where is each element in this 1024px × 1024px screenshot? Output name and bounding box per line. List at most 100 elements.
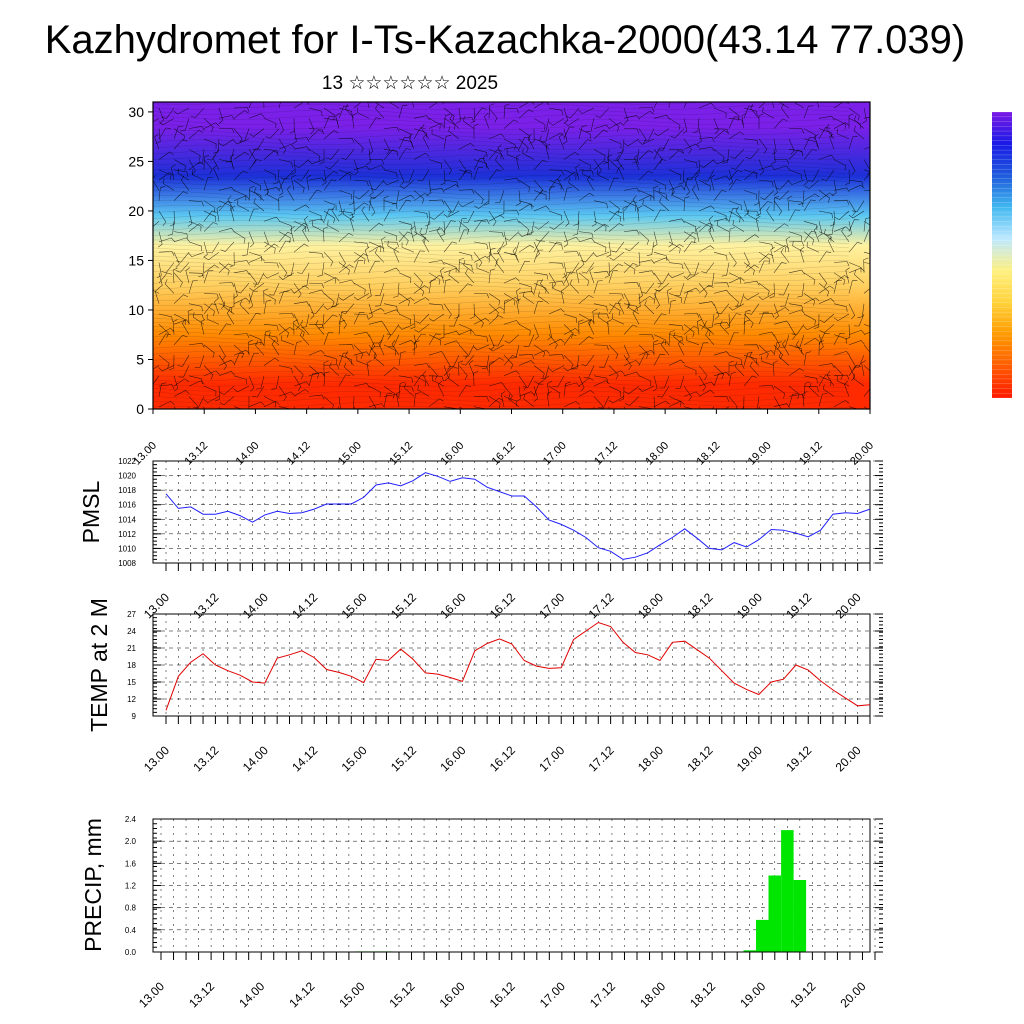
wind-barb	[323, 303, 340, 310]
wind-barb	[713, 189, 727, 201]
wind-barb	[443, 365, 449, 382]
wind-barb	[233, 283, 238, 299]
wind-barb	[302, 226, 310, 243]
wind-barb	[293, 282, 302, 299]
wind-barb	[833, 199, 850, 205]
wind-barb	[668, 334, 684, 342]
wind-barb	[702, 169, 715, 182]
wind-barb	[518, 391, 535, 397]
wind-barb	[413, 282, 425, 297]
wind-barb	[488, 268, 496, 284]
wind-barb	[286, 185, 295, 201]
wind-barb	[488, 231, 504, 238]
wind-barb	[758, 331, 775, 337]
wind-barb	[218, 107, 224, 124]
wind-barb	[713, 210, 727, 221]
wind-barb	[188, 159, 196, 175]
wind-barb	[618, 386, 625, 402]
wind-barb	[817, 221, 823, 238]
wind-barb	[732, 219, 745, 232]
wind-barb	[473, 344, 490, 351]
wind-barb	[518, 137, 530, 150]
wind-barb	[353, 165, 370, 171]
wind-barb	[422, 370, 430, 387]
wind-barb	[173, 390, 190, 397]
wind-barb	[548, 132, 565, 140]
wind-barb	[775, 179, 790, 190]
wind-barb	[823, 228, 835, 243]
wind-barb	[683, 290, 694, 304]
x-tick-label: 13.00	[141, 743, 172, 774]
wind-barb	[216, 205, 222, 222]
x-tick-label: 13.12	[186, 979, 217, 1010]
wind-barb	[368, 342, 379, 356]
wind-barb	[515, 190, 521, 206]
contour-line	[153, 275, 850, 281]
wind-barb	[845, 267, 850, 284]
wind-barb	[190, 107, 205, 118]
precip-bar	[793, 880, 807, 952]
contour-line	[153, 285, 850, 291]
wind-barb	[504, 334, 520, 344]
wind-barb	[281, 335, 295, 346]
wind-barb	[774, 159, 790, 165]
wind-barb	[161, 107, 175, 119]
wind-barb	[548, 241, 563, 250]
wind-barb	[758, 311, 769, 325]
wind-barb	[188, 129, 204, 140]
wind-barb	[841, 226, 850, 243]
wind-barb	[696, 226, 701, 242]
wind-barb	[848, 280, 858, 294]
wind-barb	[683, 312, 700, 318]
contour-line	[153, 139, 850, 146]
wind-barb	[503, 218, 520, 224]
wind-barb	[248, 353, 259, 366]
wind-barb	[593, 280, 603, 294]
wind-barb	[488, 303, 499, 318]
wind-barb	[293, 137, 310, 143]
wind-barb	[713, 148, 725, 163]
wind-barb	[578, 272, 590, 286]
wind-barb	[447, 200, 460, 213]
wind-barb	[383, 138, 391, 155]
wind-barb	[293, 179, 305, 193]
wind-barb	[788, 200, 804, 207]
wind-barb	[675, 375, 685, 389]
wind-barb	[534, 375, 550, 385]
wind-barb	[593, 375, 609, 384]
wind-barb	[299, 330, 310, 346]
wind-barb	[364, 246, 370, 263]
wind-barb	[203, 118, 214, 133]
wind-barb	[788, 148, 804, 157]
wind-barb	[705, 330, 715, 346]
wind-barb	[428, 303, 444, 310]
wind-barb	[167, 221, 175, 236]
wind-barb	[766, 206, 775, 222]
wind-barb	[713, 373, 724, 387]
wind-barb	[817, 102, 820, 109]
wind-barb	[730, 159, 745, 170]
wind-barb	[721, 262, 730, 277]
x-tick-label: 16.12	[487, 590, 518, 621]
x-tick-label: 16.12	[487, 979, 518, 1010]
x-tick-label: 17.12	[592, 440, 620, 468]
wind-barb	[398, 128, 412, 140]
wind-barb	[357, 107, 370, 119]
wind-barb	[225, 149, 235, 163]
wind-barb	[608, 385, 621, 397]
wind-barb	[368, 334, 376, 351]
wind-barb	[522, 291, 535, 304]
y-tick-label: 1010	[118, 544, 136, 553]
wind-barb	[503, 103, 510, 119]
x-tick-label: 20.00	[833, 743, 864, 774]
wind-barb	[470, 107, 476, 124]
wind-barb	[473, 370, 479, 387]
wind-barb	[293, 102, 310, 109]
wind-barb	[411, 102, 415, 109]
wind-barb	[188, 396, 199, 409]
wind-barb	[323, 170, 339, 181]
wind-barb	[338, 264, 354, 274]
wind-barb	[293, 285, 309, 294]
wind-barb	[173, 191, 188, 201]
